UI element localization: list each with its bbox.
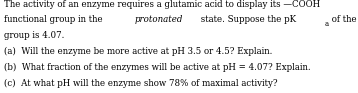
Text: protonated: protonated <box>135 15 184 24</box>
Text: (b)  What fraction of the enzymes will be active at pH = 4.07? Explain.: (b) What fraction of the enzymes will be… <box>4 63 311 72</box>
Text: The activity of an enzyme requires a glutamic acid to display its —COOH: The activity of an enzyme requires a glu… <box>4 0 320 9</box>
Text: (a)  Will the enzyme be more active at pH 3.5 or 4.5? Explain.: (a) Will the enzyme be more active at pH… <box>4 47 273 56</box>
Text: state. Suppose the pK: state. Suppose the pK <box>198 15 296 24</box>
Text: group is 4.07.: group is 4.07. <box>4 31 65 40</box>
Text: (c)  At what pH will the enzyme show 78% of maximal activity?: (c) At what pH will the enzyme show 78% … <box>4 79 278 89</box>
Text: a: a <box>324 20 328 28</box>
Text: functional group in the: functional group in the <box>4 15 106 24</box>
Text: of the —COOH: of the —COOH <box>329 15 358 24</box>
